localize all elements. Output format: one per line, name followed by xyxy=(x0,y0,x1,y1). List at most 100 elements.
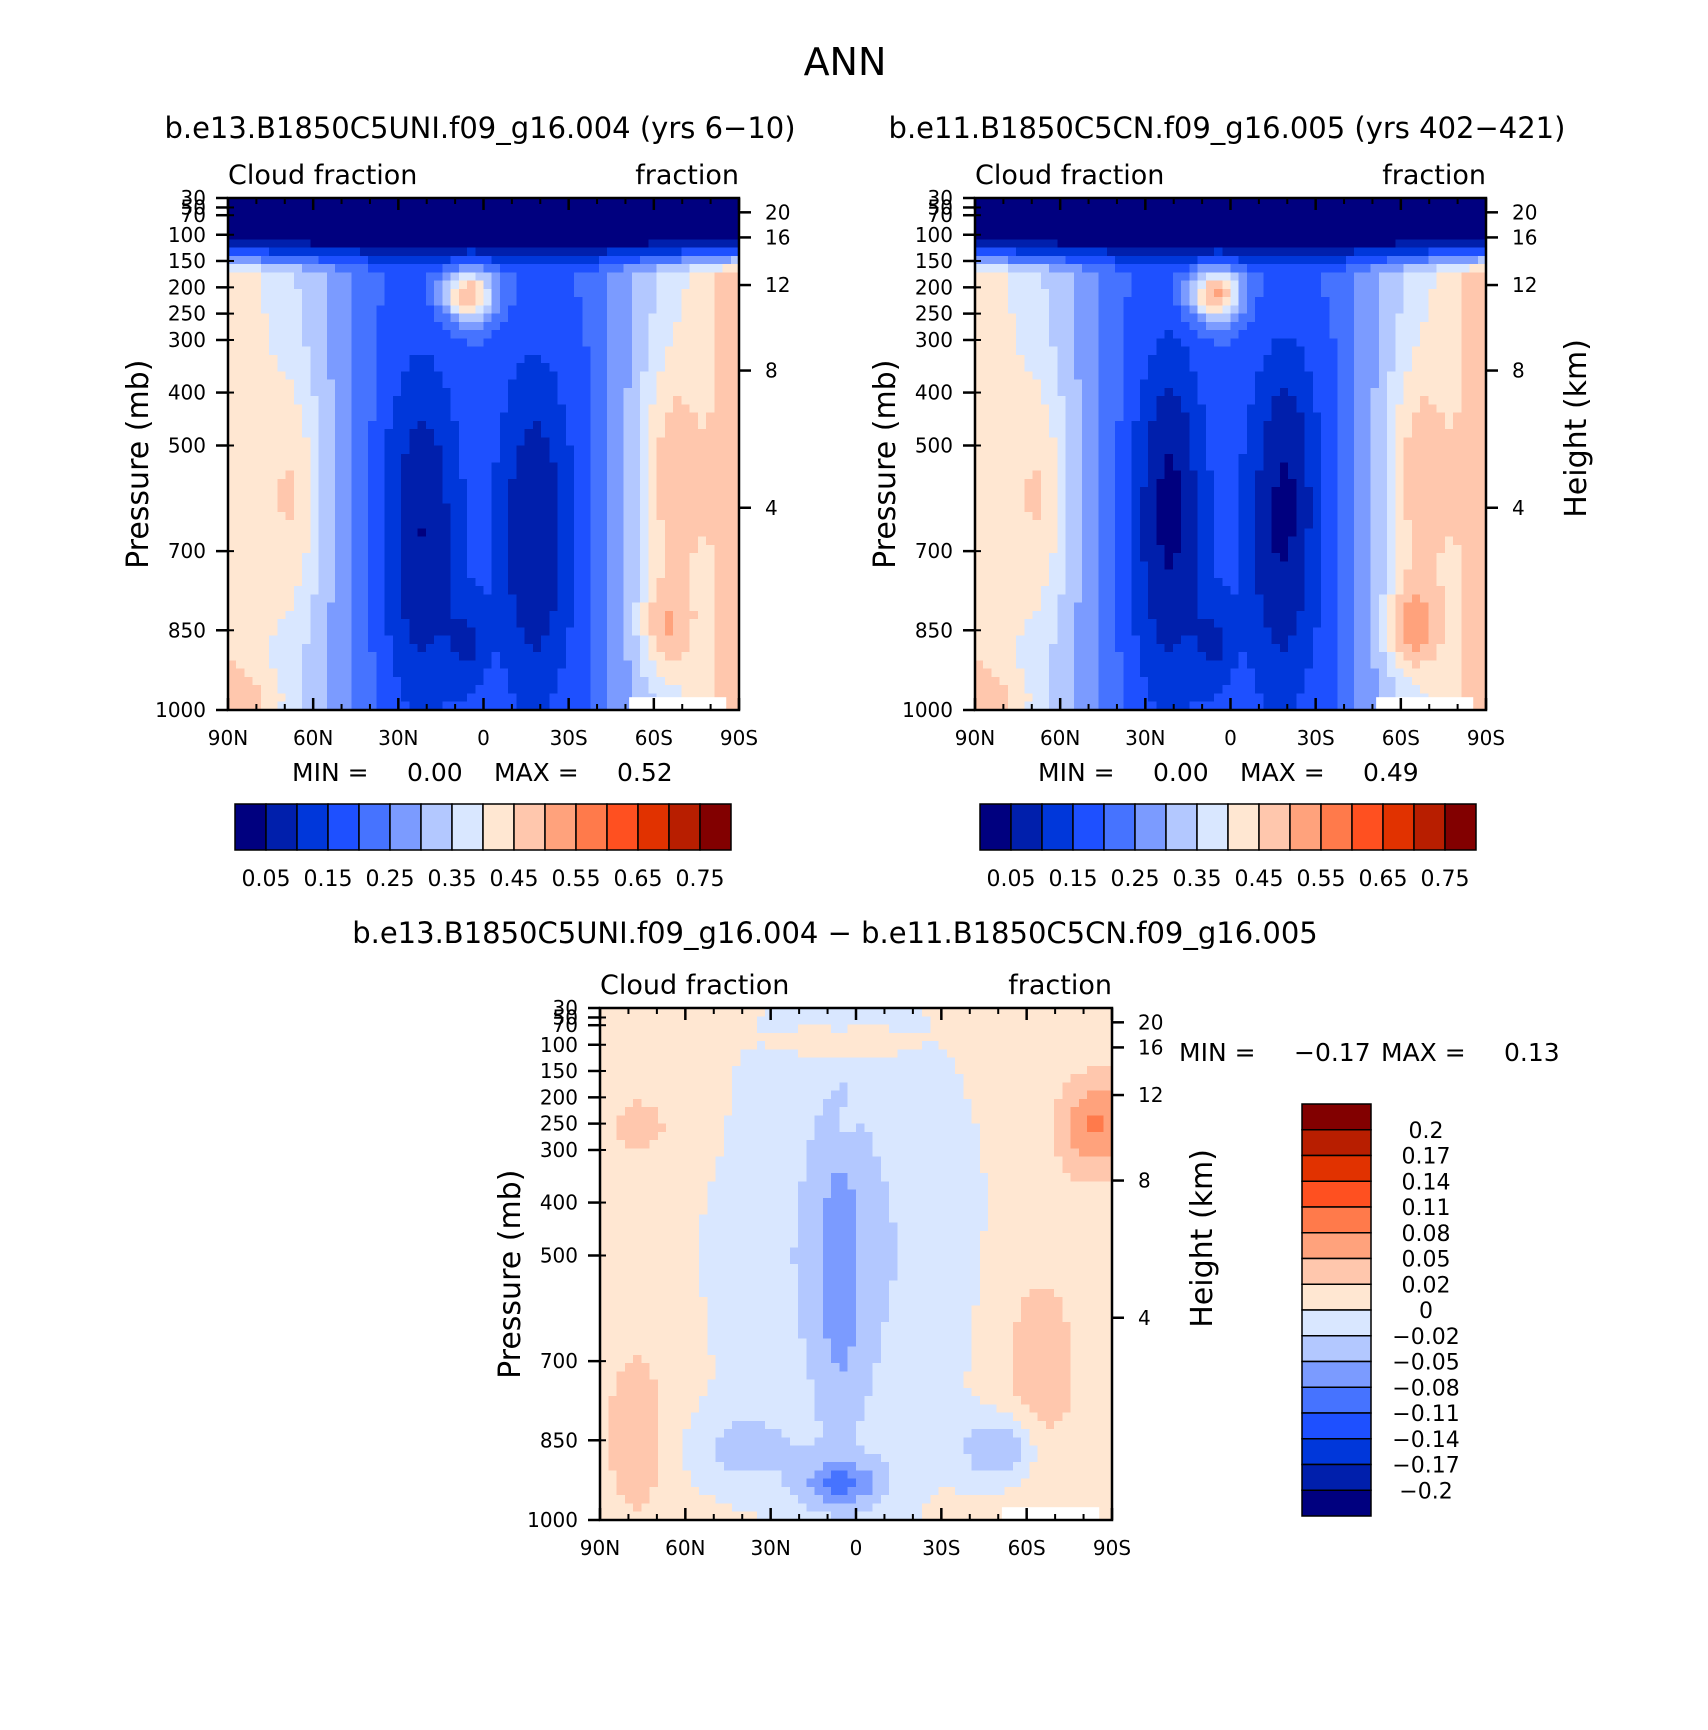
contour-cell xyxy=(582,239,592,249)
contour-cell xyxy=(458,321,468,331)
contour-cell xyxy=(359,668,369,678)
contour-cell xyxy=(467,619,476,629)
contour-cell xyxy=(656,272,666,282)
contour-cell xyxy=(516,528,526,538)
contour-cell xyxy=(714,222,724,232)
contour-cell xyxy=(310,635,320,645)
contour-cell xyxy=(401,239,410,249)
contour-cell xyxy=(1263,272,1273,282)
contour-cell xyxy=(228,635,237,645)
contour-cell xyxy=(1090,330,1100,339)
contour-cell xyxy=(730,685,740,695)
contour-cell xyxy=(425,206,435,216)
contour-cell xyxy=(343,305,353,315)
contour-cell xyxy=(359,371,369,381)
contour-cell xyxy=(524,231,534,240)
contour-cell xyxy=(244,330,254,339)
contour-cell xyxy=(401,437,410,447)
contour-cell xyxy=(376,495,386,505)
contour-cell xyxy=(714,206,724,216)
colorbar-box xyxy=(544,803,577,851)
contour-cell xyxy=(697,643,707,653)
contour-cell xyxy=(252,354,262,364)
contour-cell xyxy=(277,387,287,397)
contour-cell xyxy=(318,676,328,686)
contour-cell xyxy=(1329,198,1339,207)
contour-cell xyxy=(565,643,575,653)
contour-cell xyxy=(252,379,262,389)
contour-cell xyxy=(681,668,691,678)
contour-cell xyxy=(549,602,559,612)
contour-cell xyxy=(491,330,501,339)
contour-cell xyxy=(549,594,559,604)
contour-cell xyxy=(673,412,682,422)
contour-cell xyxy=(664,553,674,562)
contour-cell xyxy=(269,487,279,496)
contour-cell xyxy=(664,594,674,604)
contour-cell xyxy=(648,280,658,290)
contour-cell xyxy=(483,553,493,562)
contour-cell xyxy=(656,553,666,562)
contour-cell xyxy=(343,503,353,513)
contour-cell xyxy=(351,231,361,240)
contour-cell xyxy=(1106,305,1116,315)
contour-cell xyxy=(442,404,452,414)
contour-cell xyxy=(722,454,732,463)
contour-cell xyxy=(1139,255,1149,265)
contour-cell xyxy=(565,693,575,703)
contour-cell xyxy=(532,594,542,604)
contour-cell xyxy=(335,701,344,711)
contour-cell xyxy=(1049,288,1059,298)
contour-cell xyxy=(1024,305,1034,315)
contour-cell xyxy=(351,668,361,678)
contour-cell xyxy=(269,437,279,447)
contour-cell xyxy=(1271,272,1281,282)
contour-cell xyxy=(499,487,509,496)
contour-cell xyxy=(260,247,270,257)
missing-data-region xyxy=(629,697,727,710)
contour-cell xyxy=(697,520,707,529)
contour-cell xyxy=(607,239,616,249)
contour-cell xyxy=(277,264,287,273)
contour-cell xyxy=(1230,280,1240,290)
contour-cell xyxy=(326,330,336,339)
contour-cell xyxy=(359,619,369,629)
contour-cell xyxy=(1403,264,1413,273)
contour-cell xyxy=(269,239,279,249)
contour-cell xyxy=(1255,288,1265,298)
contour-cell xyxy=(574,387,583,397)
contour-cell xyxy=(1181,255,1190,265)
contour-cell xyxy=(384,420,394,430)
contour-cell xyxy=(409,363,419,373)
contour-cell xyxy=(574,478,583,488)
contour-cell xyxy=(499,363,509,373)
contour-cell xyxy=(549,288,559,298)
contour-cell xyxy=(401,627,410,637)
contour-cell xyxy=(524,569,534,579)
contour-cell xyxy=(557,676,567,686)
contour-cell xyxy=(607,561,616,571)
contour-cell xyxy=(434,255,443,265)
contour-cell xyxy=(516,255,526,265)
contour-cell xyxy=(590,338,600,348)
contour-cell xyxy=(359,297,369,306)
contour-cell xyxy=(1387,321,1396,331)
contour-cell xyxy=(277,379,287,389)
contour-cell xyxy=(532,685,542,695)
contour-cell xyxy=(607,420,616,430)
contour-cell xyxy=(491,470,501,480)
contour-cell xyxy=(1115,305,1124,315)
contour-cell xyxy=(1420,198,1429,207)
contour-cell xyxy=(293,511,303,521)
contour-cell xyxy=(590,396,600,406)
contour-cell xyxy=(425,396,435,406)
contour-cell xyxy=(623,454,633,463)
contour-cell xyxy=(1345,214,1355,224)
contour-cell xyxy=(1057,288,1067,298)
contour-cell xyxy=(491,602,501,612)
contour-cell xyxy=(598,429,608,439)
contour-cell xyxy=(549,420,559,430)
contour-cell xyxy=(260,354,270,364)
contour-cell xyxy=(409,652,419,662)
contour-cell xyxy=(607,627,616,637)
